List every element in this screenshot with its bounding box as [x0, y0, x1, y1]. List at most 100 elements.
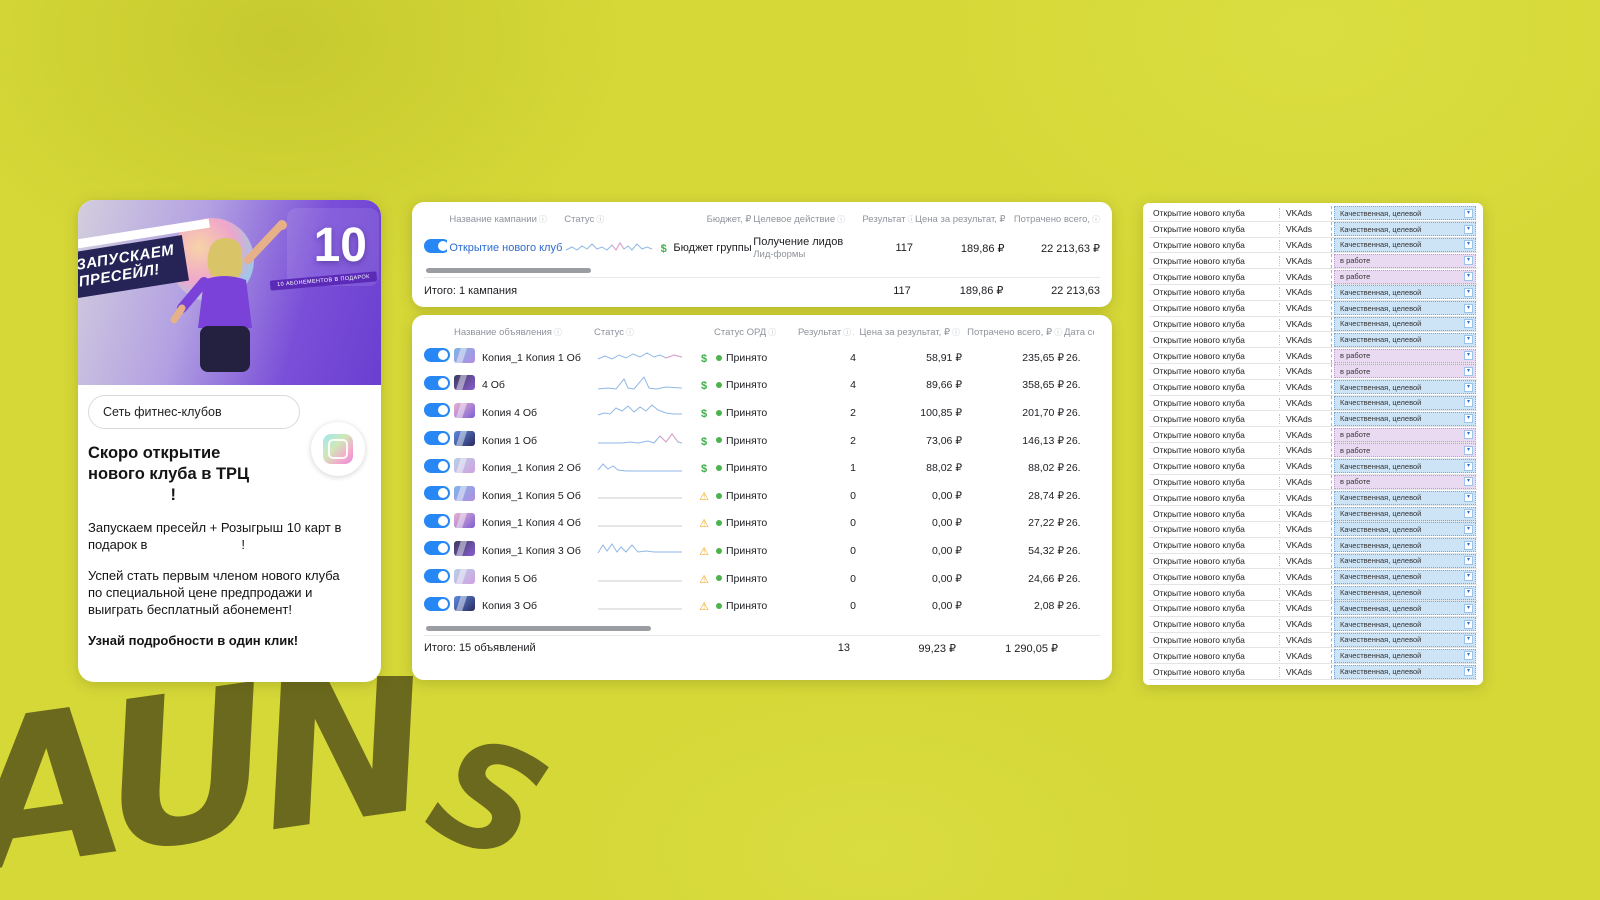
ad-name-link[interactable]: Копия 5 Об — [482, 572, 538, 585]
campaign-toggle[interactable] — [424, 238, 448, 253]
sheet-status-select[interactable]: в работе ▾ — [1334, 474, 1476, 489]
sheet-status-select[interactable]: Качественная, целевой ▾ — [1334, 490, 1476, 505]
sheet-status-select[interactable]: в работе ▾ — [1334, 348, 1476, 363]
sheet-campaign-name: Открытие нового клуба — [1153, 255, 1245, 266]
header-goal-action: Целевое действие ⓘ — [753, 214, 846, 225]
ad-name-link[interactable]: Копия_1 Копия 3 Об — [482, 544, 581, 557]
brand-pill[interactable]: Сеть фитнес-клубов — [88, 395, 300, 429]
sheet-platform: VKAds — [1279, 619, 1331, 630]
dropdown-arrow-icon[interactable]: ▾ — [1464, 588, 1473, 598]
sheet-status-select[interactable]: Качественная, целевой ▾ — [1334, 411, 1476, 426]
dropdown-arrow-icon[interactable]: ▾ — [1464, 667, 1473, 676]
dropdown-arrow-icon[interactable]: ▾ — [1464, 572, 1473, 582]
ad-toggle[interactable] — [424, 403, 450, 418]
sheet-status-select[interactable]: Качественная, целевой ▾ — [1334, 617, 1476, 632]
sheet-status-select[interactable]: Качественная, целевой ▾ — [1334, 380, 1476, 395]
sheet-status-select[interactable]: Качественная, целевой ▾ — [1334, 395, 1476, 410]
dropdown-arrow-icon[interactable]: ▾ — [1464, 224, 1473, 234]
ad-toggle[interactable] — [424, 458, 450, 473]
campaign-result: 117 — [895, 242, 913, 254]
ad-toggle[interactable] — [424, 431, 450, 446]
sheet-status-select[interactable]: Качественная, целевой ▾ — [1334, 459, 1476, 474]
dropdown-arrow-icon[interactable]: ▾ — [1464, 540, 1473, 550]
sheet-status-select[interactable]: Качественная, целевой ▾ — [1334, 601, 1476, 616]
campaign-name-link[interactable]: Открытие нового клуба — [449, 242, 563, 254]
sheet-status-select[interactable]: Качественная, целевой ▾ — [1334, 538, 1476, 553]
dropdown-arrow-icon[interactable]: ▾ — [1464, 398, 1473, 408]
ad-toggle[interactable] — [424, 486, 450, 501]
sheet-status-select[interactable]: в работе ▾ — [1334, 443, 1476, 458]
sheet-status-select[interactable]: Качественная, целевой ▾ — [1334, 301, 1476, 316]
dropdown-arrow-icon[interactable]: ▾ — [1464, 651, 1473, 661]
dropdown-arrow-icon[interactable]: ▾ — [1464, 272, 1473, 282]
sheet-status-select[interactable]: Качественная, целевой ▾ — [1334, 316, 1476, 331]
ad-name-link[interactable]: Копия 3 Об — [482, 600, 538, 613]
header-campaign-name[interactable]: Название кампании ⓘ — [449, 214, 547, 225]
ad-name-link[interactable]: 4 Об — [482, 379, 505, 392]
ad-toggle[interactable] — [424, 348, 450, 363]
ad-preview-card[interactable]: ЗАПУСКАЕМ ПРЕСЕЙЛ! 10 10 АБОНЕМЕНТОВ В П… — [78, 200, 381, 682]
dropdown-arrow-icon[interactable]: ▾ — [1464, 556, 1473, 566]
ad-name-link[interactable]: Копия_1 Копия 4 Об — [482, 517, 581, 530]
sheet-campaign-name: Открытие нового клуба — [1153, 540, 1245, 551]
horizontal-scrollbar[interactable] — [426, 268, 591, 273]
dropdown-arrow-icon[interactable]: ▾ — [1464, 493, 1473, 503]
dropdown-arrow-icon[interactable]: ▾ — [1464, 240, 1473, 250]
ad-toggle[interactable] — [424, 569, 450, 584]
dropdown-arrow-icon[interactable]: ▾ — [1464, 351, 1473, 361]
ad-name-link[interactable]: Копия_1 Копия 2 Об — [482, 462, 581, 475]
dropdown-arrow-icon[interactable]: ▾ — [1464, 303, 1473, 313]
dropdown-arrow-icon[interactable]: ▾ — [1464, 603, 1473, 613]
ad-name-link[interactable]: Копия_1 Копия 1 Об — [482, 351, 581, 364]
dropdown-arrow-icon[interactable]: ▾ — [1464, 366, 1473, 376]
header-ad-name[interactable]: Название объявления ⓘ — [454, 327, 562, 338]
dropdown-arrow-icon[interactable]: ▾ — [1464, 619, 1473, 629]
sheet-status-select[interactable]: Качественная, целевой ▾ — [1334, 222, 1476, 237]
dropdown-arrow-icon[interactable]: ▾ — [1464, 208, 1473, 218]
dropdown-arrow-icon[interactable]: ▾ — [1464, 461, 1473, 471]
ad-name-link[interactable]: Копия 1 Об — [482, 434, 538, 447]
dropdown-arrow-icon[interactable]: ▾ — [1464, 382, 1473, 392]
sheet-status-select[interactable]: в работе ▾ — [1334, 427, 1476, 442]
sheet-status-select[interactable]: Качественная, целевой ▾ — [1334, 664, 1476, 679]
header-result[interactable]: Результат ⓘ — [862, 214, 913, 225]
ad-toggle[interactable] — [424, 596, 450, 611]
ad-row: Копия 5 Об $ ⚠ Принято 0 0,00 ₽ 24,66 ₽ … — [424, 565, 1100, 593]
dropdown-arrow-icon[interactable]: ▾ — [1464, 635, 1473, 645]
dropdown-arrow-icon[interactable]: ▾ — [1464, 509, 1473, 519]
sheet-status-select[interactable]: Качественная, целевой ▾ — [1334, 237, 1476, 252]
sheet-status-select[interactable]: Качественная, целевой ▾ — [1334, 585, 1476, 600]
ad-toggle[interactable] — [424, 513, 450, 528]
sheet-status-select[interactable]: в работе ▾ — [1334, 269, 1476, 284]
ad-row: 4 Об $ ⚠ Принято 4 89,66 ₽ 358,65 ₽ 26. — [424, 372, 1100, 400]
sheet-status-select[interactable]: Качественная, целевой ▾ — [1334, 553, 1476, 568]
sheet-status-cell: Качественная, целевой ▾ — [1331, 601, 1477, 616]
ad-cost-per-result: 0,00 ₽ — [931, 489, 962, 502]
sheet-status-select[interactable]: в работе ▾ — [1334, 253, 1476, 268]
sheet-status-select[interactable]: Качественная, целевой ▾ — [1334, 522, 1476, 537]
dropdown-arrow-icon[interactable]: ▾ — [1464, 430, 1473, 440]
horizontal-scrollbar[interactable] — [426, 625, 651, 631]
sheet-status-select[interactable]: Качественная, целевой ▾ — [1334, 332, 1476, 347]
sheet-status-select[interactable]: в работе ▾ — [1334, 364, 1476, 379]
dropdown-arrow-icon[interactable]: ▾ — [1464, 287, 1473, 297]
sheet-status-select[interactable]: Качественная, целевой ▾ — [1334, 285, 1476, 300]
dropdown-arrow-icon[interactable]: ▾ — [1464, 524, 1473, 534]
dropdown-arrow-icon[interactable]: ▾ — [1464, 414, 1473, 424]
sheet-status-select[interactable]: Качественная, целевой ▾ — [1334, 569, 1476, 584]
ad-name-link[interactable]: Копия_1 Копия 5 Об — [482, 489, 581, 502]
dropdown-arrow-icon[interactable]: ▾ — [1464, 335, 1473, 345]
ad-name-link[interactable]: Копия 4 Об — [482, 406, 538, 419]
dropdown-arrow-icon[interactable]: ▾ — [1464, 256, 1473, 266]
dropdown-arrow-icon[interactable]: ▾ — [1464, 319, 1473, 329]
ad-spent: 88,02 ₽ — [1028, 462, 1064, 475]
sheet-status-select[interactable]: Качественная, целевой ▾ — [1334, 632, 1476, 647]
ad-toggle[interactable] — [424, 541, 450, 556]
dropdown-arrow-icon[interactable]: ▾ — [1464, 477, 1473, 487]
sheet-status-select[interactable]: Качественная, целевой ▾ — [1334, 206, 1476, 221]
sheet-status-select[interactable]: Качественная, целевой ▾ — [1334, 506, 1476, 521]
dropdown-arrow-icon[interactable]: ▾ — [1464, 445, 1473, 455]
ad-toggle[interactable] — [424, 375, 450, 390]
sheet-status-select[interactable]: Качественная, целевой ▾ — [1334, 648, 1476, 663]
